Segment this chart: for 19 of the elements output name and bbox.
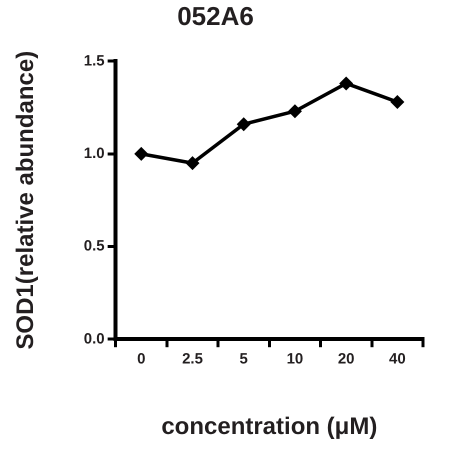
- point: [185, 156, 200, 170]
- point: [339, 76, 354, 90]
- x-tick-label: 2.5: [182, 350, 203, 368]
- x-tick-label: 40: [389, 350, 406, 368]
- y-tick-label: 1.0: [84, 145, 105, 162]
- x-axis-title: concentration (μM): [161, 413, 378, 440]
- y-tick-label: 1.5: [84, 52, 105, 70]
- y-tick-label: 0.0: [84, 330, 105, 348]
- x-tick-label: 5: [240, 350, 248, 368]
- point: [134, 146, 148, 161]
- point: [390, 94, 404, 109]
- x-tick-label: 0: [137, 350, 146, 368]
- point: [288, 104, 302, 118]
- y-axis-title: SOD1(relative abundance): [12, 50, 40, 350]
- x-tick-label: 20: [338, 350, 355, 368]
- point: [236, 117, 251, 132]
- chart-title: 052A6: [177, 0, 254, 31]
- x-tick-label: 10: [286, 350, 304, 368]
- y-tick-label: 0.5: [84, 238, 105, 255]
